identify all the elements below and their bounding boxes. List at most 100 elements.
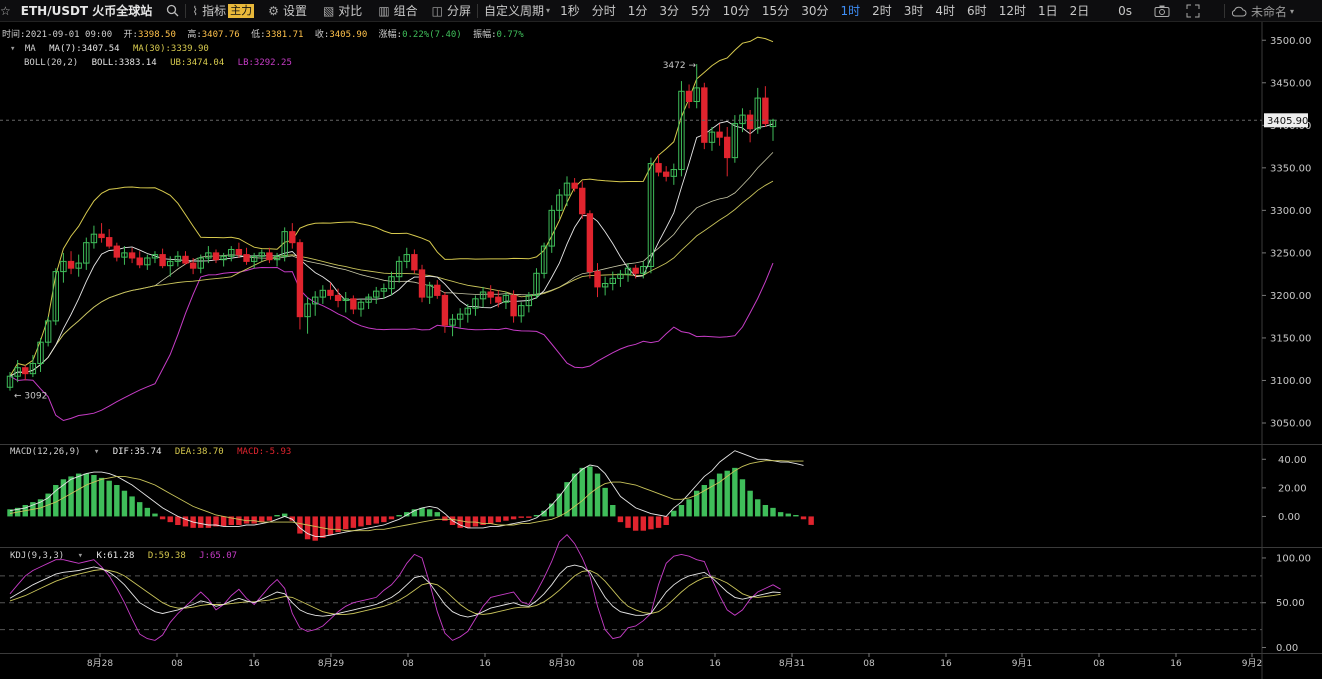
time-tick-label: 8月29: [318, 658, 344, 669]
indicator-icon: ⌇: [192, 3, 199, 18]
period-tab[interactable]: 10分: [722, 4, 750, 18]
period-tab[interactable]: 3时: [903, 4, 924, 18]
period-tab[interactable]: 4时: [935, 4, 956, 18]
period-tab[interactable]: 分时: [591, 4, 616, 18]
search-icon[interactable]: [166, 0, 179, 22]
macd-bar: [404, 512, 410, 517]
symbol-selector[interactable]: ☆ ETH/USDT 火币全球站: [0, 0, 152, 22]
macd-bar: [335, 516, 341, 533]
time-tick-label: 08: [1093, 659, 1105, 669]
info-high: 高:3407.76: [187, 30, 240, 40]
macd-bar: [564, 482, 570, 517]
price-tick-label: 3150.00: [1270, 333, 1311, 344]
macd-bar: [716, 473, 723, 517]
macd-bar: [755, 499, 761, 517]
macd-tick-label: 40.00: [1278, 455, 1307, 466]
price-tick-label: 3350.00: [1270, 163, 1311, 174]
boll-lb-value: LB:3292.25: [237, 58, 292, 68]
period-tab[interactable]: 1分: [627, 4, 648, 18]
candle-body: [380, 288, 388, 292]
macd-bar: [152, 513, 158, 517]
price-tick-label: 3200.00: [1270, 291, 1311, 302]
period-tab[interactable]: 15分: [761, 4, 790, 18]
macd-bar: [236, 516, 242, 525]
macd-bar: [549, 503, 555, 517]
compare-button[interactable]: ▧ 对比: [323, 0, 362, 22]
time-tick-label: 08: [402, 659, 414, 669]
indicator-button[interactable]: ⌇ 指标 主力: [192, 0, 255, 22]
candle-body: [411, 254, 418, 271]
candle-body: [75, 262, 82, 269]
period-tab[interactable]: 3分: [659, 4, 679, 18]
candle-body: [441, 294, 449, 326]
period-tab[interactable]: 6时: [967, 4, 987, 18]
kdj-tick-label: 100.00: [1276, 553, 1311, 564]
ohlc-info-line: 时间:2021-09-01 09:00 开:3398.50 高:3407.76 …: [2, 27, 530, 40]
candle-body: [90, 233, 98, 244]
candle-body: [128, 252, 136, 259]
macd-bar: [266, 516, 273, 521]
info-time: 时间:2021-09-01 09:00: [2, 30, 113, 40]
period-tab[interactable]: 30分: [801, 4, 829, 18]
time-tick-label: 9月2: [1242, 658, 1262, 669]
period-tabs: 1秒 分时 1分 3分 5分 10分 15分 30分 1时 2时 3时 4时 6时 12时 1日 2日: [554, 0, 1095, 22]
ma-legend[interactable]: ▾ MA MA(7):3407.54 MA(30):3339.90: [10, 44, 217, 54]
main-force-badge[interactable]: 主力: [228, 3, 255, 18]
chevron-down-icon[interactable]: ▾: [77, 551, 84, 561]
candle-body: [548, 209, 555, 247]
period-tab[interactable]: 1秒: [560, 4, 580, 18]
collapse-icon[interactable]: ▾: [10, 44, 16, 54]
macd-bar: [388, 516, 395, 520]
split-screen-button[interactable]: ◫ 分屏: [432, 0, 471, 22]
chevron-down-icon[interactable]: ▾: [93, 447, 100, 457]
candle-body: [731, 123, 739, 159]
combo-button[interactable]: ▥ 组合: [378, 0, 417, 22]
candle-body: [105, 237, 113, 247]
period-tab[interactable]: 12时: [998, 4, 1026, 18]
macd-bar: [770, 507, 776, 517]
candle-body: [716, 131, 723, 138]
candle-body: [289, 231, 296, 244]
candle-body: [685, 90, 693, 102]
candle-body: [113, 245, 121, 258]
candle-body: [121, 252, 128, 258]
kdj-legend[interactable]: KDJ(9,3,3) ▾ K:61.28 D:59.38 J:65.07: [10, 551, 245, 561]
candle-body: [495, 296, 502, 303]
macd-bar: [495, 516, 502, 523]
time-tick-label: 8月28: [87, 658, 113, 669]
star-icon[interactable]: ☆: [0, 3, 11, 18]
symbol-name[interactable]: ETH/USDT 火币全球站: [20, 4, 153, 18]
period-tab[interactable]: 2日: [1069, 4, 1090, 18]
macd-bar: [617, 516, 624, 523]
macd-bar: [297, 516, 303, 534]
settings-button[interactable]: ⚙ 设置: [268, 0, 307, 22]
macd-hist-value: MACD:-5.93: [237, 447, 292, 457]
candle-body: [632, 267, 639, 274]
cloud-icon: [1231, 6, 1247, 17]
period-tab[interactable]: 1时: [840, 4, 861, 18]
macd-legend[interactable]: MACD(12,26,9) ▾ DIF:35.74 DEA:38.70 MACD…: [10, 447, 299, 457]
info-amplitude: 振幅:0.77%: [473, 30, 524, 40]
macd-bar: [228, 516, 234, 525]
macd-bar: [83, 473, 89, 517]
fullscreen-icon[interactable]: [1186, 0, 1200, 22]
candle-body: [502, 294, 510, 303]
macd-bar: [678, 505, 685, 517]
macd-bar: [793, 515, 799, 517]
macd-bar: [129, 496, 135, 517]
macd-bar: [602, 487, 608, 517]
macd-bar: [709, 479, 715, 517]
period-tab[interactable]: 5分: [691, 4, 711, 18]
boll-legend[interactable]: BOLL(20,2) BOLL:3383.14 UB:3474.04 LB:32…: [24, 58, 300, 68]
period-tab[interactable]: 1日: [1037, 4, 1058, 18]
time-tick-label: 16: [479, 659, 491, 669]
price-tick-label: 3450.00: [1270, 78, 1311, 89]
macd-bar: [167, 516, 173, 523]
camera-icon[interactable]: [1154, 0, 1170, 22]
candle-body: [533, 272, 540, 296]
indicator-label: 指标: [202, 4, 227, 18]
cloud-save-button[interactable]: 未命名 ▾: [1231, 0, 1294, 22]
period-tab[interactable]: 2时: [872, 4, 892, 18]
custom-period-dropdown[interactable]: 自定义周期 ▾: [484, 0, 550, 22]
